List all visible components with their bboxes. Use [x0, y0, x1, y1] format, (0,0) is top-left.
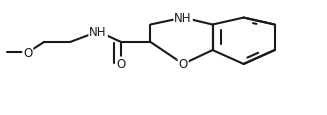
- Text: O: O: [23, 46, 32, 59]
- Text: NH: NH: [174, 12, 192, 25]
- Text: NH: NH: [89, 26, 107, 39]
- Text: O: O: [116, 58, 126, 71]
- Text: O: O: [179, 58, 188, 71]
